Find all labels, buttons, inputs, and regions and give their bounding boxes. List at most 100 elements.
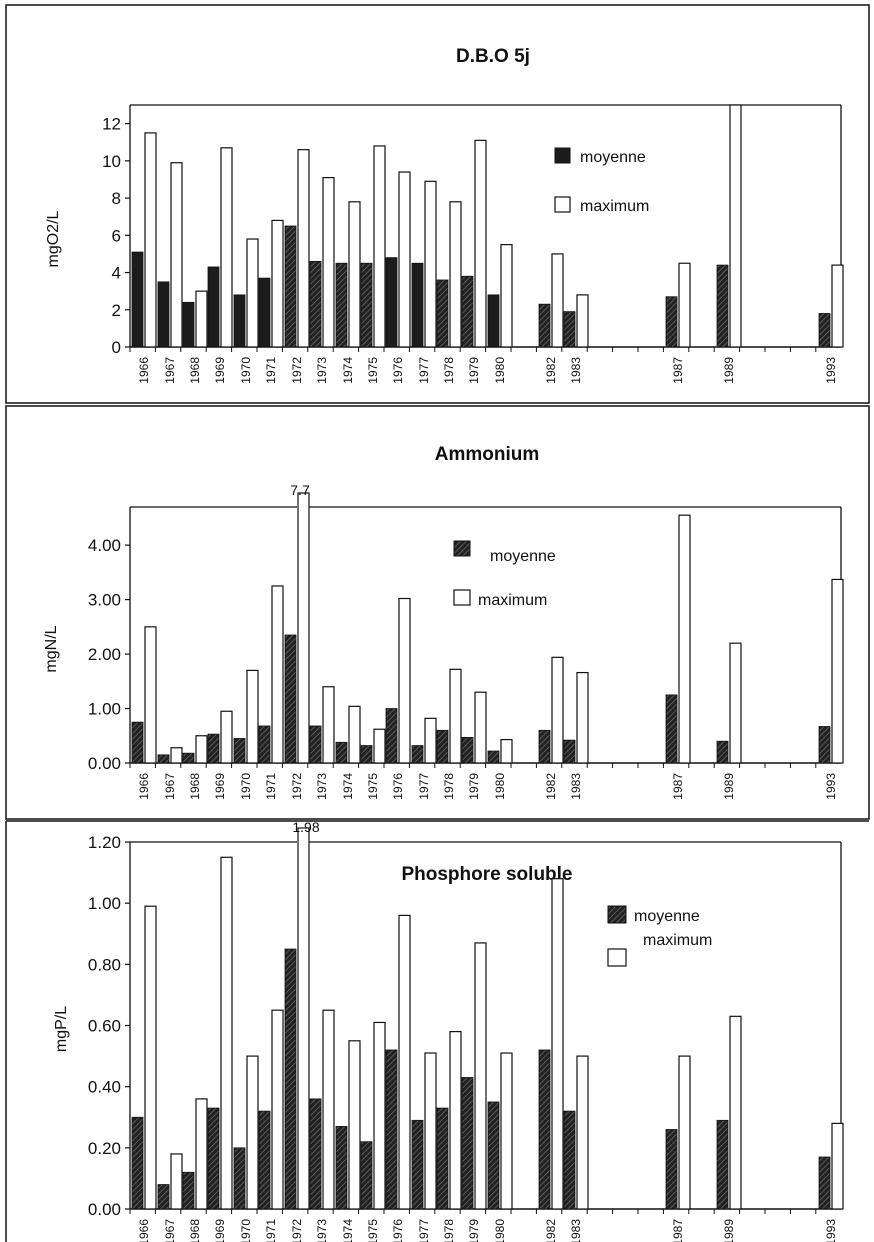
panel-frame-dbo — [5, 4, 870, 404]
legend-label-moyenne: moyenne — [490, 548, 556, 565]
x-tick-label: 1967 — [163, 1219, 177, 1242]
legend-label-maximum: maximum — [643, 932, 712, 949]
y-tick-label: 0.20 — [88, 1139, 121, 1158]
bar-maximum — [246, 669, 259, 764]
bar-maximum — [398, 171, 411, 348]
legend-label-maximum: maximum — [478, 592, 547, 609]
bar-maximum — [246, 238, 259, 348]
x-tick-label: 1976 — [391, 1219, 405, 1242]
bar-moyenne — [284, 634, 297, 764]
x-tick-label: 1969 — [213, 773, 227, 800]
legend-swatch-moyenne — [453, 540, 471, 557]
bar-moyenne — [360, 1141, 373, 1210]
y-tick-label: 0.80 — [88, 955, 121, 974]
bar-moyenne — [665, 1129, 678, 1210]
bar-moyenne — [182, 301, 195, 348]
y-axis-label: mgN/L — [43, 625, 60, 672]
x-tick-label: 1972 — [290, 357, 304, 384]
bar-maximum — [576, 671, 589, 764]
bar-maximum — [551, 878, 564, 1210]
bar-maximum — [170, 1153, 183, 1210]
bar-maximum — [678, 514, 691, 764]
x-tick-label: 1974 — [341, 357, 355, 384]
bar-maximum — [195, 290, 208, 348]
bar-moyenne — [157, 281, 170, 348]
x-tick-label: 1969 — [213, 357, 227, 384]
legend-label-moyenne: moyenne — [580, 149, 646, 166]
x-tick-label: 1970 — [239, 773, 253, 800]
bar-maximum — [373, 145, 386, 348]
bar-moyenne — [284, 225, 297, 348]
bar-moyenne — [461, 737, 474, 764]
x-tick-label: 1982 — [544, 1219, 558, 1242]
x-tick-label: 1966 — [137, 357, 151, 384]
bar-moyenne — [538, 1049, 551, 1210]
y-tick-label: 1.20 — [88, 833, 121, 852]
bar-maximum — [424, 180, 437, 348]
bar-maximum — [831, 1122, 844, 1210]
bar-maximum — [424, 1052, 437, 1210]
x-tick-label: 1982 — [544, 357, 558, 384]
bar-moyenne — [818, 313, 831, 348]
x-tick-label: 1982 — [544, 773, 558, 800]
chart-dbo: D.B.O 5j mgO2/L 0 2 4 6 8 10 12 1966 1967 1968 1969 1… — [45, 46, 844, 384]
bar-moyenne — [207, 1107, 220, 1210]
bar-moyenne — [563, 311, 576, 348]
bar-moyenne — [258, 725, 271, 764]
x-tick-label: 1983 — [569, 1219, 583, 1242]
bar-moyenne — [182, 1171, 195, 1210]
bar-moyenne — [258, 277, 271, 348]
legend-swatch-maximum — [453, 589, 471, 606]
bar-maximum — [551, 656, 564, 764]
bar-maximum — [220, 856, 233, 1210]
bar-maximum — [500, 738, 513, 764]
bar-moyenne — [207, 266, 220, 348]
x-tick-label: 1970 — [239, 1219, 253, 1242]
x-tick-label: 1977 — [417, 773, 431, 800]
x-tick-label: 1978 — [442, 357, 456, 384]
bar-moyenne — [131, 721, 144, 764]
bar-moyenne — [335, 741, 348, 764]
bar-moyenne — [182, 752, 195, 764]
chart-phosphore: Phosphore soluble mgP/L 0.00 0.20 0.40 0.60 0.… — [53, 819, 844, 1242]
legend-swatch-maximum — [607, 948, 627, 967]
x-tick-label: 1968 — [188, 773, 202, 800]
bar-moyenne — [716, 740, 729, 764]
bar-moyenne — [309, 260, 322, 348]
bar-maximum — [348, 1040, 361, 1210]
bar-maximum — [831, 578, 844, 764]
y-tick-label: 12 — [102, 115, 121, 134]
bar-moyenne — [131, 251, 144, 348]
bar-maximum — [424, 717, 437, 764]
x-tick-label: 1976 — [391, 773, 405, 800]
bar-moyenne — [563, 739, 576, 764]
x-tick-label: 1968 — [188, 1219, 202, 1242]
x-tick-label: 1983 — [569, 773, 583, 800]
bar-moyenne — [309, 1098, 322, 1210]
bar-moyenne — [538, 729, 551, 764]
bar-maximum — [271, 585, 284, 764]
bar-moyenne — [665, 694, 678, 764]
x-tick-label: 1968 — [188, 357, 202, 384]
bar-maximum — [729, 642, 742, 764]
bar-moyenne — [436, 1107, 449, 1210]
bar-maximum — [195, 1098, 208, 1210]
bar-maximum — [373, 728, 386, 764]
bar-moyenne — [233, 294, 246, 348]
bar-annotation: 7.7 — [290, 482, 310, 498]
bar-moyenne — [385, 708, 398, 764]
bar-moyenne — [538, 303, 551, 348]
x-tick-label: 1979 — [467, 357, 481, 384]
bar-maximum — [322, 686, 335, 764]
x-tick-label: 1973 — [315, 773, 329, 800]
bar-moyenne — [411, 745, 424, 764]
bar-moyenne — [818, 1156, 831, 1210]
x-tick-label: 1975 — [366, 773, 380, 800]
y-axis-label: mgO2/L — [45, 210, 62, 267]
x-tick-label: 1973 — [315, 1219, 329, 1242]
bar-moyenne — [385, 1049, 398, 1210]
bar-moyenne — [157, 1184, 170, 1210]
bar-maximum — [348, 201, 361, 348]
bar-moyenne — [207, 733, 220, 764]
bar-moyenne — [487, 750, 500, 764]
